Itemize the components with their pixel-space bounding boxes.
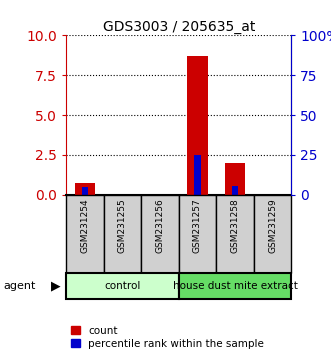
Bar bbox=[187, 56, 208, 195]
Text: GSM231254: GSM231254 bbox=[80, 199, 89, 253]
Text: GSM231255: GSM231255 bbox=[118, 199, 127, 253]
Text: GSM231257: GSM231257 bbox=[193, 199, 202, 253]
Text: GSM231256: GSM231256 bbox=[156, 199, 165, 253]
Bar bbox=[179, 273, 291, 299]
Bar bbox=[194, 155, 201, 195]
Text: GSM231259: GSM231259 bbox=[268, 199, 277, 253]
Bar bbox=[81, 187, 88, 195]
Bar bbox=[104, 195, 141, 273]
Bar bbox=[66, 195, 104, 273]
Text: control: control bbox=[104, 281, 141, 291]
Bar bbox=[141, 195, 179, 273]
Text: agent: agent bbox=[3, 281, 36, 291]
Text: ▶: ▶ bbox=[51, 279, 61, 292]
Bar bbox=[66, 273, 179, 299]
Bar bbox=[232, 186, 238, 195]
Legend: count, percentile rank within the sample: count, percentile rank within the sample bbox=[71, 326, 264, 349]
Text: house dust mite extract: house dust mite extract bbox=[172, 281, 298, 291]
Title: GDS3003 / 205635_at: GDS3003 / 205635_at bbox=[103, 21, 255, 34]
Bar bbox=[254, 195, 291, 273]
Bar bbox=[75, 183, 95, 195]
Bar bbox=[179, 195, 216, 273]
Bar bbox=[225, 163, 245, 195]
Bar bbox=[216, 195, 254, 273]
Text: GSM231258: GSM231258 bbox=[230, 199, 240, 253]
